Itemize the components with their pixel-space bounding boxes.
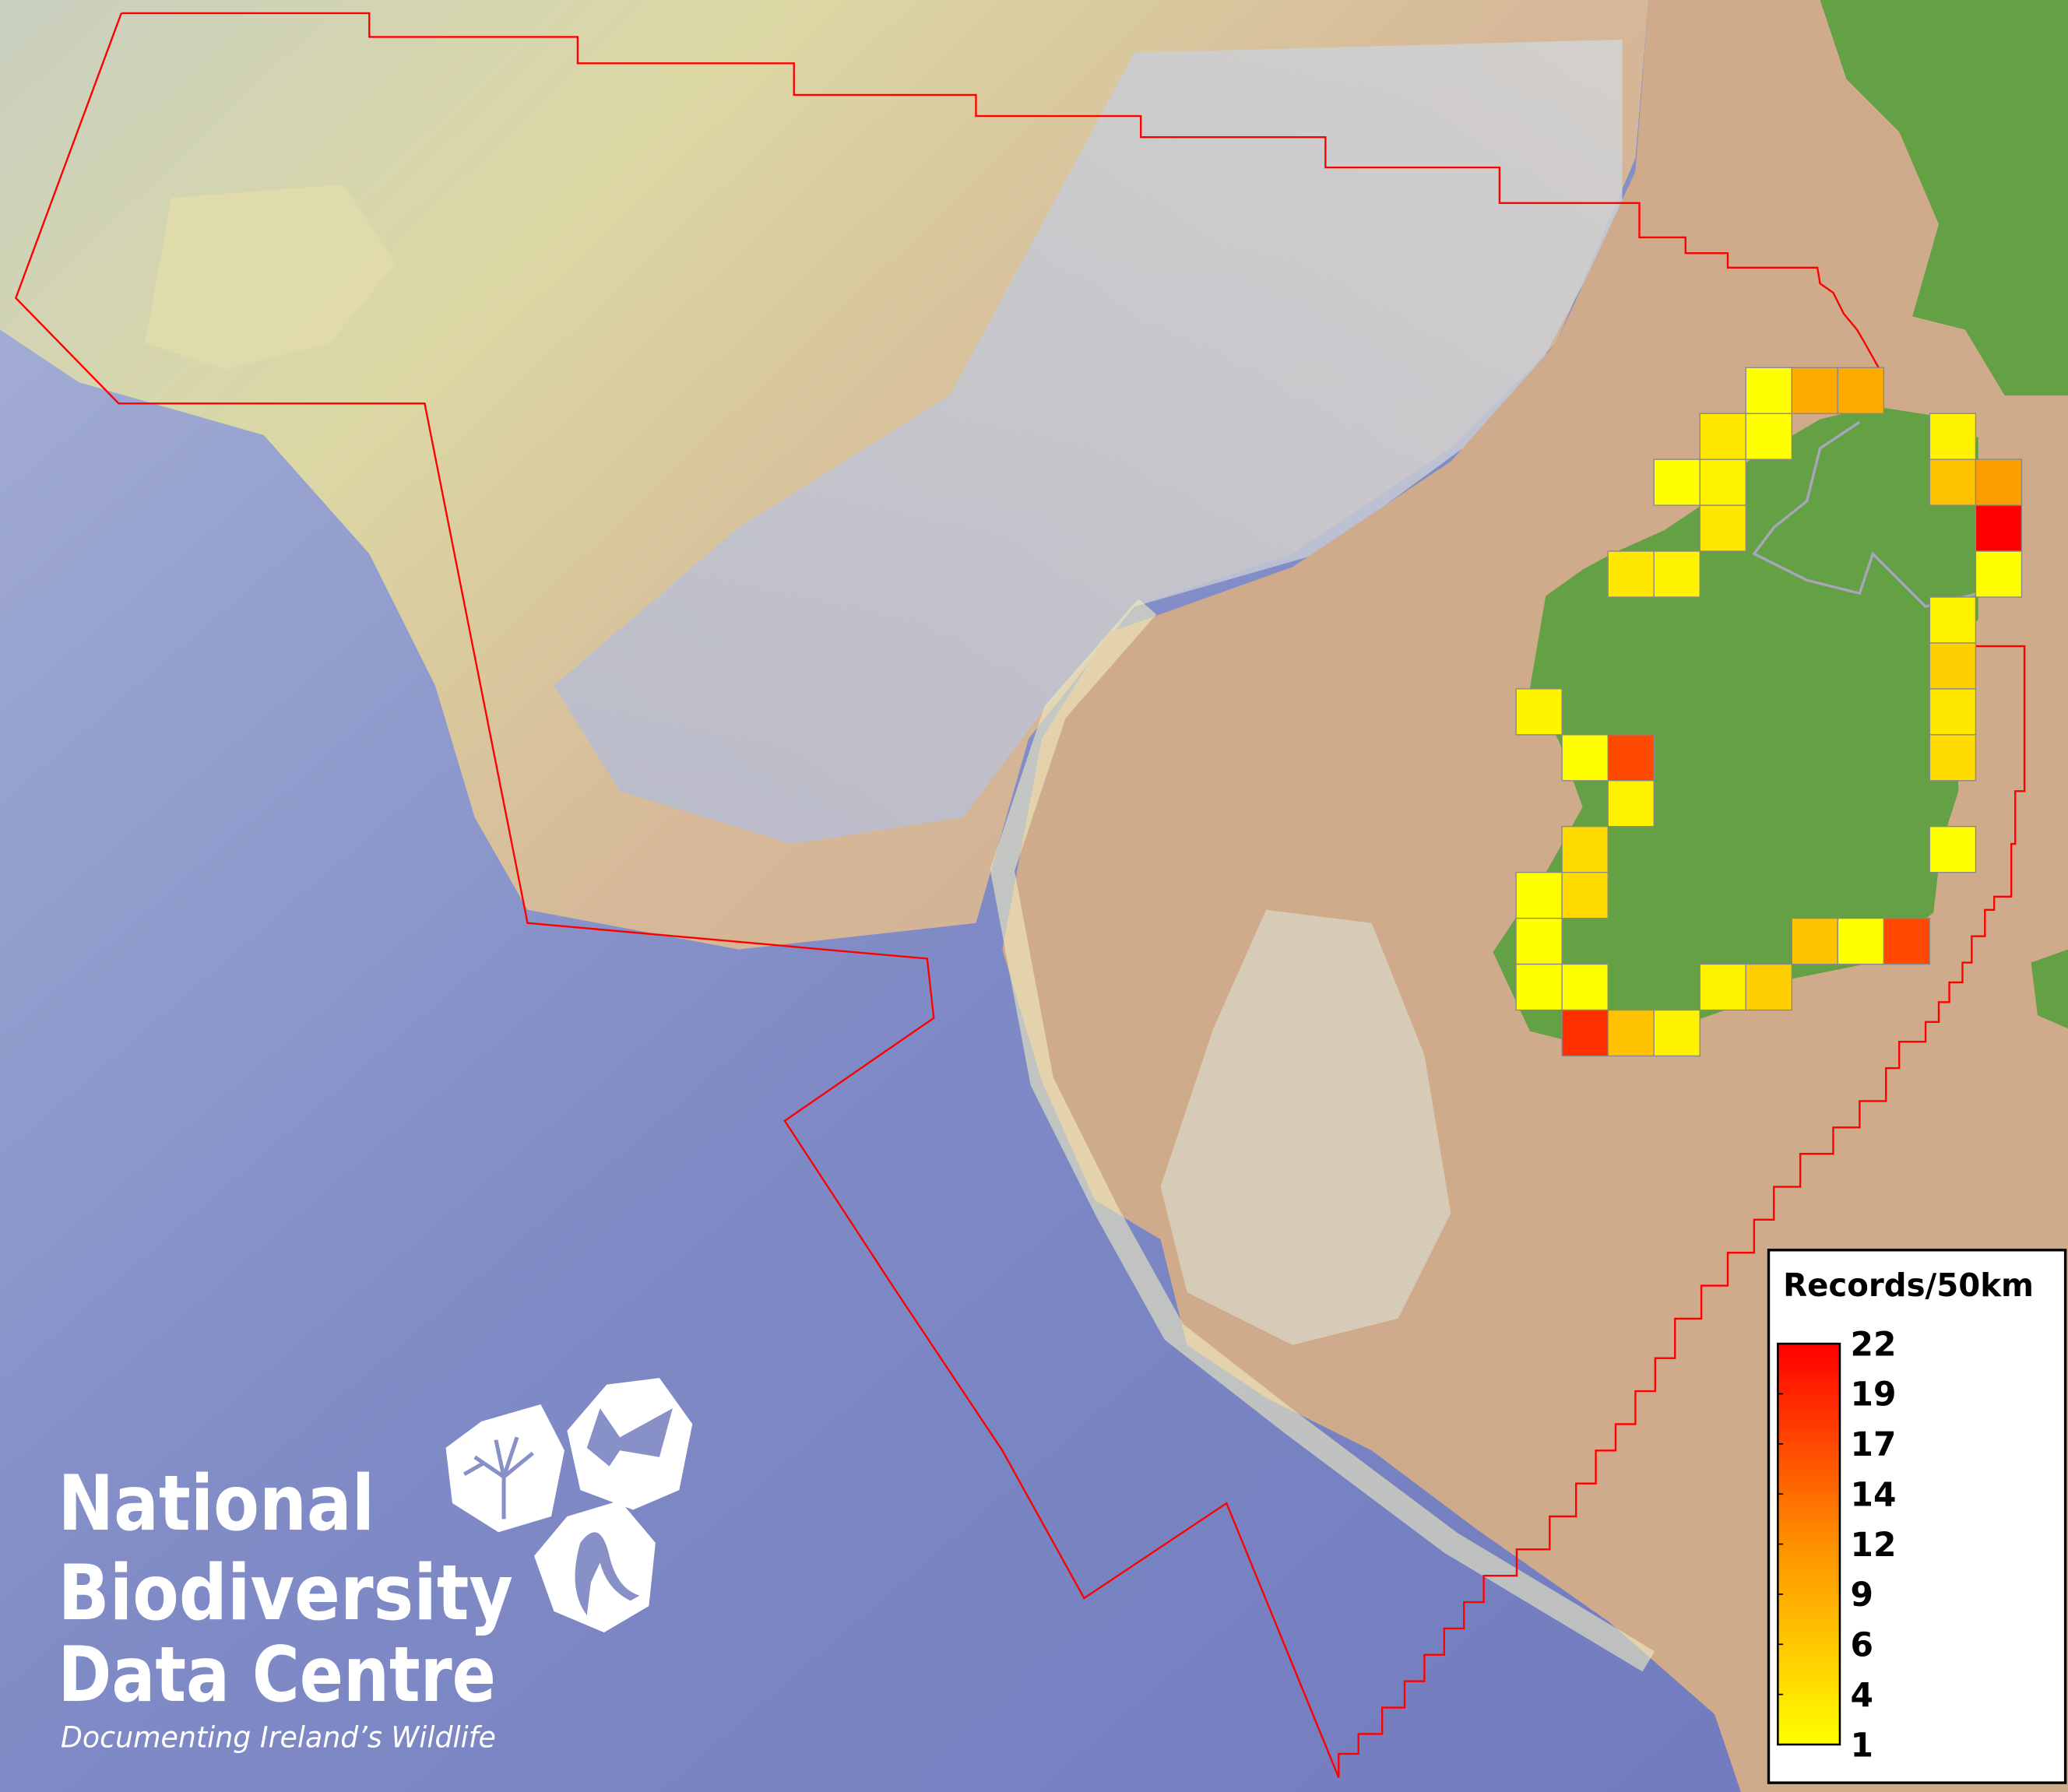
grid-cell — [1607, 780, 1655, 827]
porcupine-seabight — [1160, 909, 1451, 1345]
grid-cell — [1929, 734, 1977, 782]
border-line — [1752, 420, 1979, 609]
grid-cell — [1929, 596, 1977, 644]
record-grid-cells — [1515, 367, 2023, 1057]
grid-cell — [1791, 917, 1839, 965]
grid-cell — [1607, 550, 1655, 598]
grid-cell — [1975, 459, 2023, 506]
grid-cell — [1929, 642, 1977, 690]
butterfly-hexagon-icon — [567, 1378, 693, 1510]
legend: Records/50km 22 19 17 14 12 9 6 4 1 — [1767, 1249, 2067, 1784]
grid-cell — [1515, 688, 1563, 736]
grid-cell — [1929, 413, 1977, 460]
grid-cell — [1699, 459, 1746, 506]
grid-cell — [1975, 550, 2023, 598]
legend-tick-label: 14 — [1851, 1475, 1897, 1513]
legend-colorbar — [1777, 1342, 1841, 1746]
grid-cell — [1561, 1009, 1609, 1057]
logo-line-data-centre: Data Centre — [58, 1631, 496, 1720]
eez-boundary-line — [14, 12, 2026, 1778]
legend-tick-label: 22 — [1851, 1325, 1897, 1363]
grid-cell — [1561, 826, 1609, 873]
grid-cell — [1745, 963, 1792, 1011]
grid-cell — [1791, 367, 1839, 414]
slope-highlight — [990, 599, 1655, 1672]
grid-cell — [1653, 550, 1700, 598]
grid-cell — [1745, 413, 1792, 460]
logo-line-biodiversity: Biodiversity — [58, 1549, 513, 1638]
grid-cell — [1883, 917, 1931, 965]
grid-cell — [1561, 872, 1609, 919]
legend-tick-label: 12 — [1851, 1526, 1897, 1564]
legend-tick-label: 19 — [1851, 1376, 1897, 1414]
logo-line-national: National — [58, 1460, 375, 1548]
grid-cell — [1929, 459, 1977, 506]
grid-cell — [1607, 734, 1655, 782]
legend-tick-label: 9 — [1851, 1576, 1873, 1614]
nbdc-logo: National Biodiversity Data Centre Docume… — [58, 1378, 693, 1754]
grid-cell — [1607, 1009, 1655, 1057]
seahorse-hexagon-icon — [534, 1500, 656, 1633]
grid-cell — [1699, 504, 1746, 552]
logo-tagline: Documenting Ireland’s Wildlife — [61, 1720, 496, 1754]
shelf-trough — [554, 39, 1623, 845]
grid-cell — [1837, 367, 1885, 414]
grid-cell — [1653, 1009, 1700, 1057]
grid-cell — [1837, 917, 1885, 965]
grid-cell — [1929, 826, 1977, 873]
porcupine-bank — [145, 184, 396, 370]
legend-tick-label: 17 — [1851, 1425, 1897, 1463]
legend-tick-label: 6 — [1851, 1626, 1873, 1664]
grid-cell — [1515, 963, 1563, 1011]
grid-cell — [1561, 734, 1609, 782]
grid-cell — [1515, 917, 1563, 965]
grid-cell — [1699, 963, 1746, 1011]
grid-cell — [1745, 367, 1792, 414]
grid-cell — [1653, 459, 1700, 506]
wales-land — [2031, 949, 2068, 1029]
grid-cell — [1929, 688, 1977, 736]
grid-cell — [1561, 963, 1609, 1011]
legend-tick-label: 4 — [1851, 1676, 1873, 1714]
legend-tick-label: 1 — [1851, 1726, 1873, 1764]
legend-title: Records/50km — [1783, 1267, 2034, 1304]
grid-cell — [1699, 413, 1746, 460]
tree-hexagon-icon — [445, 1404, 564, 1533]
grid-cell — [1515, 872, 1563, 919]
scotland-land — [1820, 0, 2068, 396]
grid-cell — [1975, 504, 2023, 552]
